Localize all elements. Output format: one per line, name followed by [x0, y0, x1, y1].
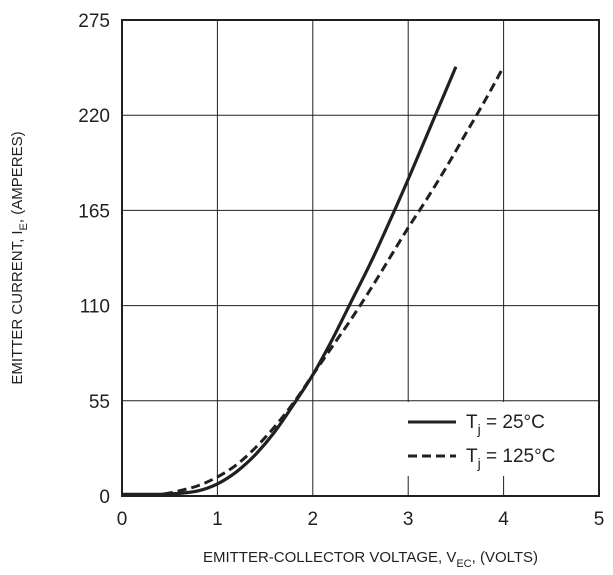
series-line-25c — [121, 66, 458, 496]
y-tick-label: 0 — [99, 487, 110, 508]
y-axis-title: EMITTER CURRENT, IE, (AMPERES) — [9, 131, 30, 384]
y-tick-label: 275 — [78, 11, 110, 32]
legend-label-125c: Tj = 125°C — [466, 446, 555, 471]
legend: Tj = 25°C Tj = 125°C — [400, 402, 590, 476]
x-tick-label: 2 — [308, 509, 319, 530]
tick-labels: 0 1 2 3 4 5 0 55 110 165 220 275 — [78, 11, 604, 530]
y-tick-label: 110 — [80, 297, 110, 318]
plot-frame — [121, 19, 600, 497]
series-line-125c — [121, 65, 505, 497]
x-axis-title: EMITTER-COLLECTOR VOLTAGE, VEC, (VOLTS) — [203, 549, 538, 570]
legend-background — [400, 402, 590, 476]
x-tick-label: 5 — [594, 509, 605, 530]
x-tick-label: 3 — [403, 509, 414, 530]
y-tick-label: 220 — [78, 106, 110, 127]
y-tick-label: 165 — [78, 201, 110, 222]
legend-label-25c: Tj = 25°C — [466, 412, 545, 437]
x-tick-label: 1 — [212, 509, 223, 530]
x-tick-label: 4 — [498, 509, 509, 530]
y-tick-label: 55 — [89, 392, 110, 413]
series-lines — [121, 65, 505, 497]
x-tick-label: 0 — [117, 509, 128, 530]
